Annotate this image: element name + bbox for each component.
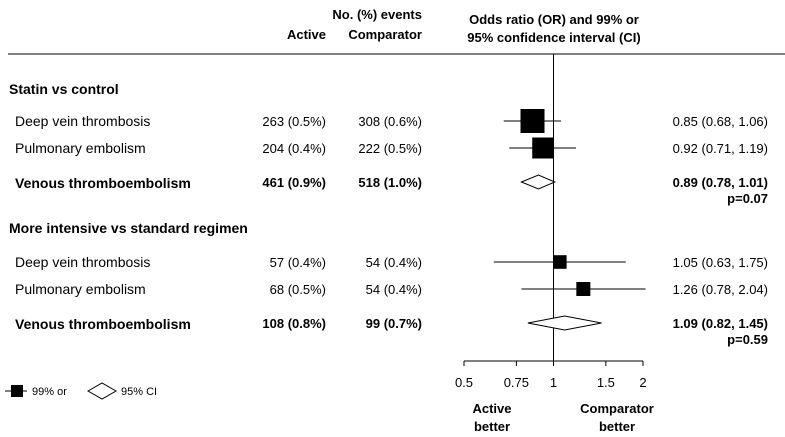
x-axis-tick-label: 0.5 (455, 375, 473, 390)
row-or-text: 0.85 (0.68, 1.06) (673, 114, 768, 129)
events-header: No. (%) events (332, 7, 422, 22)
pooled-diamond-marker (527, 315, 602, 331)
total-active: 108 (0.8%) (262, 316, 326, 331)
total-active: 461 (0.9%) (262, 175, 326, 190)
row-active: 204 (0.4%) (262, 141, 326, 156)
total-label: Venous thromboembolism (15, 316, 191, 332)
row-or-text: 1.26 (0.78, 2.04) (673, 282, 768, 297)
row-comparator: 308 (0.6%) (358, 114, 422, 129)
or-square-marker (520, 109, 545, 133)
total-or-text: 0.89 (0.78, 1.01) (673, 175, 768, 190)
active-better-line2: better (474, 419, 510, 434)
row-or-text: 1.05 (0.63, 1.75) (673, 255, 768, 270)
comparator-column-header: Comparator (348, 27, 422, 42)
or-header-line1: Odds ratio (OR) and 99% or (469, 12, 639, 27)
total-p-value: p=0.59 (727, 332, 768, 347)
plot-marks: 0.5 0.75 1 1.5 2 (455, 54, 647, 390)
row-active: 68 (0.5%) (270, 282, 326, 297)
legend-diamond-label: 95% CI (121, 386, 157, 398)
or-square-marker (576, 282, 591, 296)
legend-diamond-icon (86, 382, 118, 400)
or-square-marker (552, 255, 567, 269)
legend-square-label: 99% or (32, 386, 67, 398)
x-axis-tick-label: 1 (550, 375, 557, 390)
comparator-better-line1: Comparator (580, 401, 654, 416)
pooled-diamond-marker (520, 174, 557, 190)
x-axis-tick-label: 0.75 (504, 375, 529, 390)
row-label: Deep vein thrombosis (15, 254, 150, 270)
row-label: Pulmonary embolism (15, 281, 146, 297)
or-header-line2: 95% confidence interval (CI) (467, 30, 640, 45)
legend: 99% or 95% CI (5, 382, 157, 400)
row-comparator: 222 (0.5%) (358, 141, 422, 156)
comparator-better-line2: better (599, 419, 635, 434)
total-or-text: 1.09 (0.82, 1.45) (673, 316, 768, 331)
total-label: Venous thromboembolism (15, 175, 191, 191)
x-axis-tick-label: 2 (639, 375, 646, 390)
row-active: 263 (0.5%) (262, 114, 326, 129)
total-comparator: 99 (0.7%) (366, 316, 422, 331)
x-axis-tick-label: 1.5 (597, 375, 615, 390)
row-label: Deep vein thrombosis (15, 113, 150, 129)
group-title: Statin vs control (9, 81, 119, 97)
active-column-header: Active (287, 27, 326, 42)
or-square-marker (532, 137, 554, 159)
row-comparator: 54 (0.4%) (366, 255, 422, 270)
total-comparator: 518 (1.0%) (358, 175, 422, 190)
legend-square-icon (11, 385, 23, 397)
row-label: Pulmonary embolism (15, 140, 146, 156)
row-active: 57 (0.4%) (270, 255, 326, 270)
group-title: More intensive vs standard regimen (9, 220, 248, 236)
total-p-value: p=0.07 (727, 191, 768, 206)
row-comparator: 54 (0.4%) (366, 282, 422, 297)
row-or-text: 0.92 (0.71, 1.19) (673, 141, 768, 156)
active-better-line1: Active (472, 401, 511, 416)
